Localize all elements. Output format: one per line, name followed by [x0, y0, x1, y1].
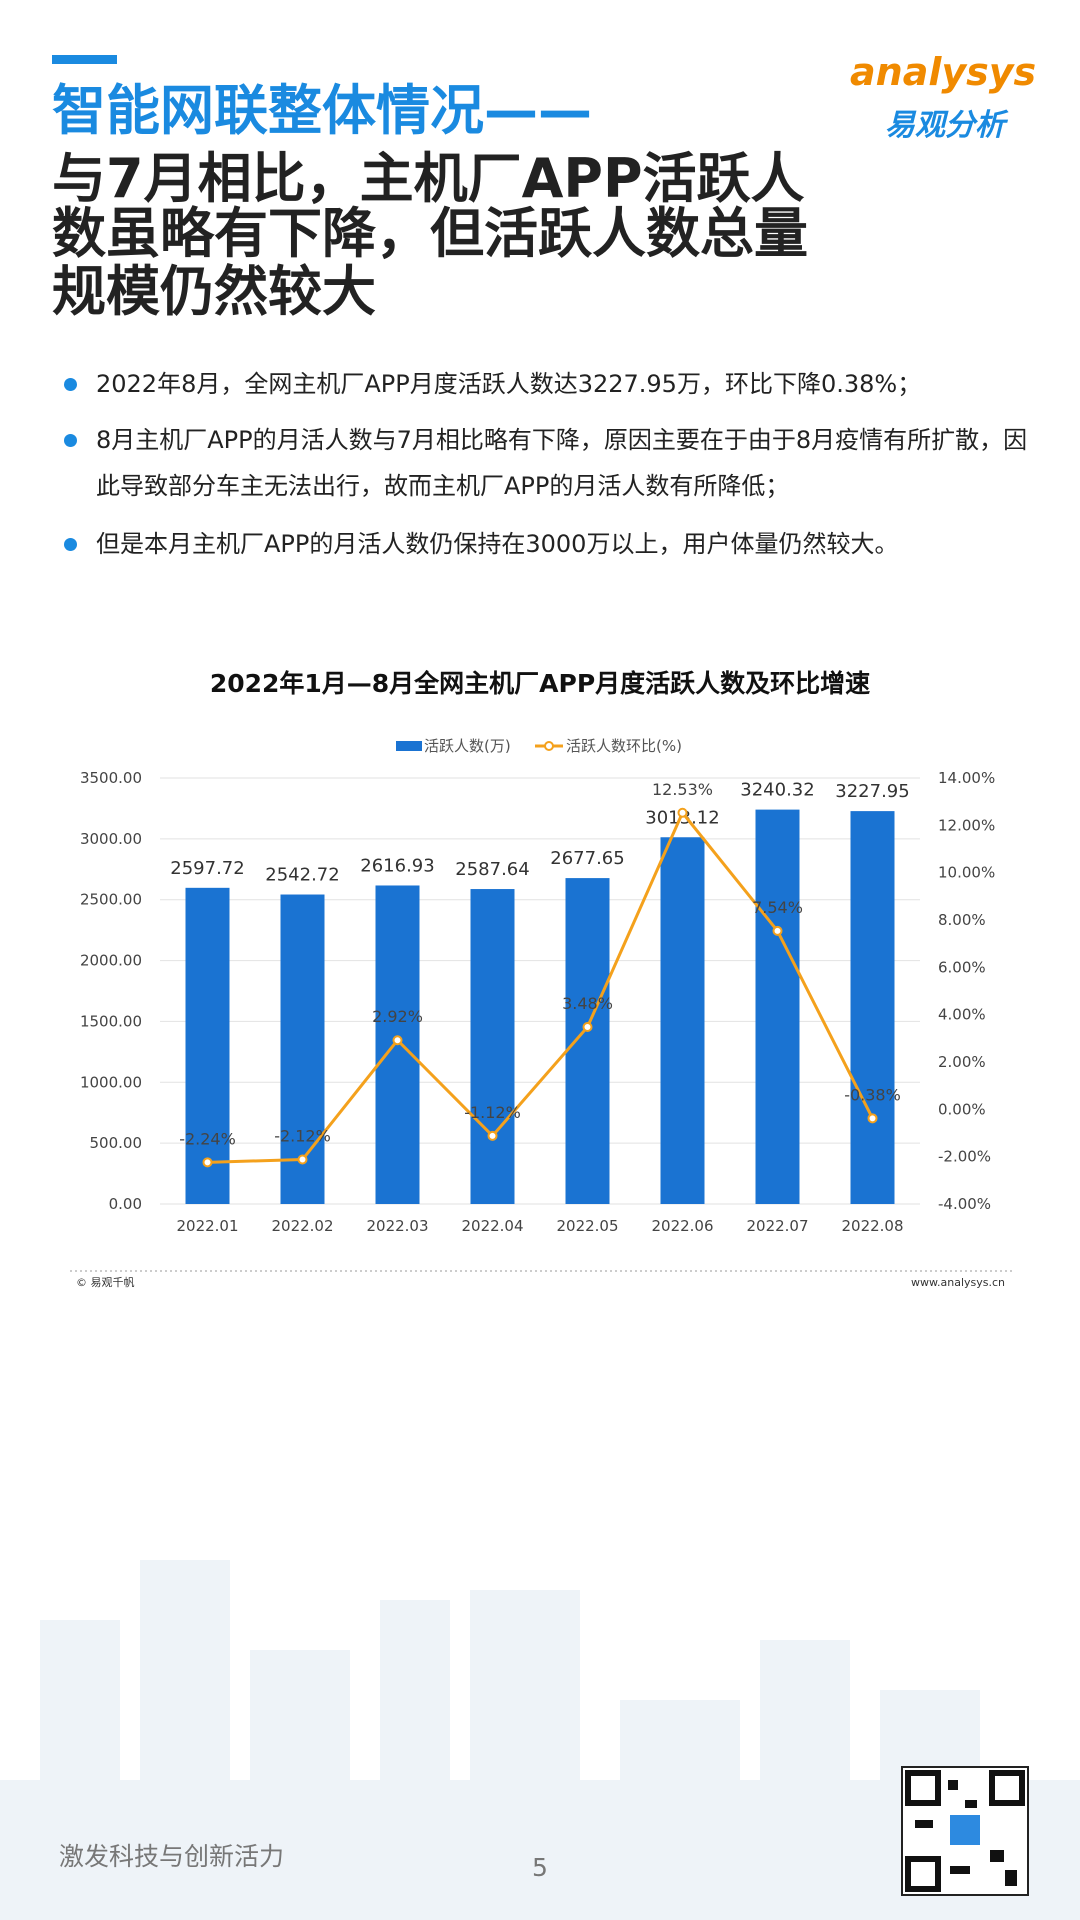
x-tick-label: 2022.06: [651, 1217, 713, 1235]
y-tick-label: 2000.00: [80, 952, 142, 970]
skyline: [0, 1560, 1080, 1920]
y2-tick-label: 0.00%: [938, 1100, 986, 1118]
logo: analysys: [850, 50, 1037, 94]
x-tick-label: 2022.07: [746, 1217, 808, 1235]
y2-tick-label: -4.00%: [938, 1195, 991, 1213]
y2-tick-label: 8.00%: [938, 911, 986, 929]
bar-label: 2587.64: [455, 859, 529, 880]
bar-label: 3227.95: [835, 781, 909, 802]
legend-label: 活跃人数(万): [424, 737, 511, 755]
line-point: [582, 1021, 593, 1032]
accent-bar: [52, 55, 117, 64]
y2-tick-label: 14.00%: [938, 769, 995, 787]
title: 数虽略有下降，但活跃人数总量: [52, 202, 808, 265]
source: © 易观千帆: [76, 1275, 135, 1289]
y-tick-label: 1000.00: [80, 1073, 142, 1091]
y2-tick-label: 10.00%: [938, 864, 995, 882]
bar-label: 2677.65: [550, 848, 624, 869]
bar-label: 2597.72: [170, 858, 244, 879]
y2-tick-label: -2.00%: [938, 1148, 991, 1166]
legend-swatch: [544, 741, 554, 751]
y2-tick-label: 2.00%: [938, 1053, 986, 1071]
point-label: -0.38%: [844, 1085, 901, 1104]
page-number: 5: [532, 1853, 548, 1882]
x-tick-label: 2022.04: [461, 1217, 523, 1235]
point-label: 2.92%: [372, 1007, 423, 1026]
y-tick-label: 3500.00: [80, 769, 142, 787]
bullet: 8月主机厂APP的月活人数与7月相比略有下降，原因主要在于由于8月疫情有所扩散，…: [64, 417, 1036, 509]
qr-code: [901, 1766, 1029, 1896]
slogan: 激发科技与创新活力: [59, 1842, 284, 1871]
point-label: 12.53%: [652, 780, 713, 799]
title: 规模仍然较大: [52, 260, 376, 323]
x-tick-label: 2022.02: [271, 1217, 333, 1235]
bullet-text: 但是本月主机厂APP的月活人数仍保持在3000万以上，用户体量仍然较大。: [96, 530, 899, 558]
line-point: [202, 1157, 213, 1168]
point-label: 7.54%: [752, 898, 803, 917]
bar: [850, 811, 895, 1204]
y-tick-label: 0.00: [109, 1195, 142, 1213]
line-point: [867, 1113, 878, 1124]
bar: [755, 809, 800, 1204]
point-label: -1.12%: [464, 1103, 521, 1122]
x-tick-label: 2022.01: [176, 1217, 238, 1235]
line-point: [392, 1035, 403, 1046]
title: 智能网联整体情况——: [52, 79, 592, 142]
bar: [185, 887, 230, 1204]
point-label: 3.48%: [562, 994, 613, 1013]
chart-title: 2022年1月—8月全网主机厂APP月度活跃人数及环比增速: [210, 669, 870, 698]
y2-tick-label: 4.00%: [938, 1006, 986, 1024]
bar-label: 3240.32: [740, 780, 814, 801]
line-point: [297, 1154, 308, 1165]
line-point: [677, 807, 688, 818]
point-label: -2.12%: [274, 1127, 331, 1146]
line: [207, 809, 874, 1164]
bar: [565, 878, 610, 1204]
bar: [470, 889, 515, 1204]
website: www.analysys.cn: [911, 1276, 1005, 1289]
y2-tick-label: 6.00%: [938, 958, 986, 976]
y2-tick-label: 12.00%: [938, 816, 995, 834]
y-tick-label: 1500.00: [80, 1012, 142, 1030]
line-point: [487, 1130, 498, 1141]
line-point: [772, 925, 783, 936]
y-tick-label: 500.00: [90, 1134, 143, 1152]
point-label: -2.24%: [179, 1129, 236, 1148]
bullet-text: 2022年8月，全网主机厂APP月度活跃人数达3227.95万，环比下降0.38…: [96, 370, 922, 398]
bullet: 但是本月主机厂APP的月活人数仍保持在3000万以上，用户体量仍然较大。: [64, 521, 1036, 567]
bar: [660, 837, 705, 1204]
y-tick-label: 2500.00: [80, 891, 142, 909]
x-tick-label: 2022.08: [841, 1217, 903, 1235]
bullet: 2022年8月，全网主机厂APP月度活跃人数达3227.95万，环比下降0.38…: [64, 361, 1036, 407]
bullet-text: 8月主机厂APP的月活人数与7月相比略有下降，原因主要在于由于8月疫情有所扩散，…: [96, 426, 1028, 500]
bar-label: 2542.72: [265, 865, 339, 886]
x-tick-label: 2022.05: [556, 1217, 618, 1235]
title: 与7月相比，主机厂APP活跃人: [52, 147, 805, 210]
x-tick-label: 2022.03: [366, 1217, 428, 1235]
y-tick-label: 3000.00: [80, 830, 142, 848]
bar: [280, 894, 325, 1204]
logo-sub: 易观分析: [885, 108, 1005, 143]
legend-label: 活跃人数环比(%): [566, 737, 682, 755]
legend-swatch: [396, 741, 422, 751]
bar-label: 2616.93: [360, 855, 434, 876]
